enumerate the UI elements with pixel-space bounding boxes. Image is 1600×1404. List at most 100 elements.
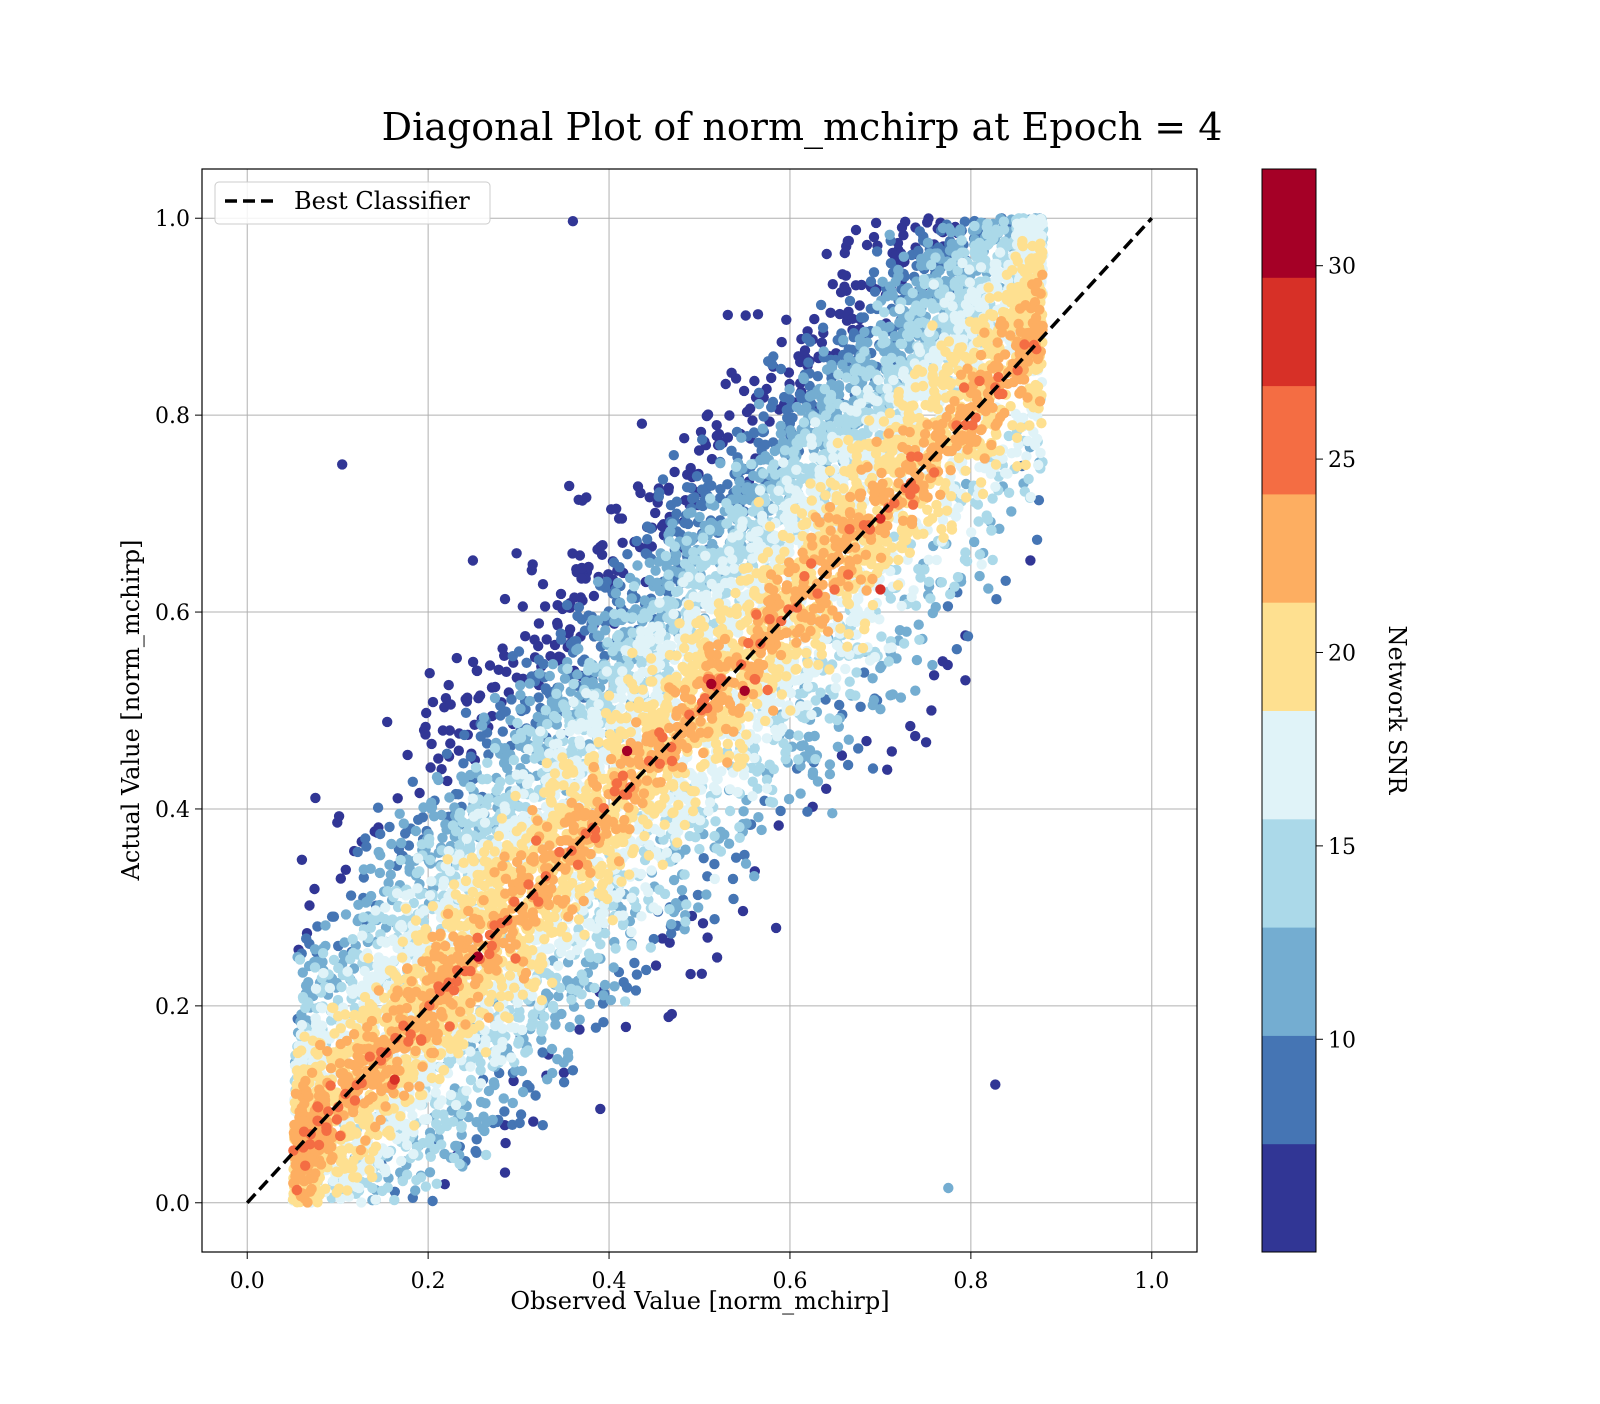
data-point bbox=[862, 240, 872, 250]
data-point bbox=[652, 905, 662, 915]
data-point bbox=[683, 519, 693, 529]
data-point bbox=[525, 696, 535, 706]
data-point bbox=[602, 666, 612, 676]
data-point bbox=[781, 315, 791, 325]
data-point bbox=[914, 620, 924, 630]
data-point bbox=[878, 331, 888, 341]
data-point bbox=[448, 820, 458, 830]
data-point bbox=[382, 717, 392, 727]
data-point bbox=[762, 733, 772, 743]
data-point bbox=[792, 402, 802, 412]
data-point bbox=[577, 495, 587, 505]
data-point bbox=[621, 1022, 631, 1032]
data-point bbox=[506, 1052, 516, 1062]
data-point bbox=[697, 969, 707, 979]
data-point bbox=[589, 983, 599, 993]
data-point bbox=[929, 279, 939, 289]
data-point bbox=[843, 760, 853, 770]
data-point bbox=[702, 411, 712, 421]
data-point bbox=[411, 826, 421, 836]
data-point bbox=[428, 697, 438, 707]
data-point bbox=[642, 534, 652, 544]
data-point bbox=[572, 611, 582, 621]
data-point bbox=[834, 700, 844, 710]
data-point bbox=[446, 699, 456, 709]
data-point bbox=[442, 749, 452, 759]
data-point bbox=[620, 612, 630, 622]
data-point bbox=[515, 1012, 525, 1022]
data-point bbox=[699, 853, 709, 863]
data-point bbox=[626, 927, 636, 937]
data-point bbox=[508, 1098, 518, 1108]
data-point bbox=[828, 279, 838, 289]
data-point bbox=[712, 420, 722, 430]
data-point bbox=[563, 1048, 573, 1058]
data-point bbox=[844, 236, 854, 246]
data-point bbox=[756, 825, 766, 835]
data-point bbox=[845, 689, 855, 699]
data-point bbox=[386, 839, 396, 849]
data-point bbox=[741, 859, 751, 869]
data-point bbox=[538, 1120, 548, 1130]
data-point bbox=[964, 264, 974, 274]
data-point bbox=[661, 551, 671, 561]
data-point bbox=[724, 410, 734, 420]
data-point bbox=[710, 874, 720, 884]
data-point bbox=[755, 485, 765, 495]
data-point bbox=[426, 1152, 436, 1162]
data-point bbox=[622, 982, 632, 992]
data-point bbox=[611, 588, 621, 598]
data-point bbox=[425, 668, 435, 678]
data-point bbox=[679, 433, 689, 443]
data-point bbox=[515, 680, 525, 690]
data-point bbox=[451, 1141, 461, 1151]
data-point bbox=[589, 690, 599, 700]
data-point bbox=[722, 518, 732, 528]
data-point bbox=[960, 675, 970, 685]
data-point bbox=[882, 765, 892, 775]
data-point bbox=[795, 788, 805, 798]
data-point bbox=[897, 339, 907, 349]
data-point bbox=[438, 725, 448, 735]
data-point bbox=[762, 783, 772, 793]
data-point bbox=[437, 833, 447, 843]
data-point bbox=[405, 889, 415, 899]
data-point bbox=[501, 667, 511, 677]
data-point bbox=[556, 729, 566, 739]
data-point bbox=[568, 697, 578, 707]
data-point bbox=[833, 742, 843, 752]
data-point bbox=[698, 918, 708, 928]
data-point bbox=[358, 912, 368, 922]
data-point bbox=[637, 419, 647, 429]
data-point bbox=[606, 995, 616, 1005]
data-point bbox=[768, 797, 778, 807]
data-point bbox=[370, 905, 380, 915]
data-point bbox=[690, 832, 700, 842]
data-point bbox=[429, 811, 439, 821]
data-point bbox=[567, 548, 577, 558]
data-point bbox=[297, 855, 307, 865]
data-point bbox=[297, 1020, 307, 1030]
data-point bbox=[663, 1012, 673, 1022]
data-point bbox=[1000, 468, 1010, 478]
data-point bbox=[645, 558, 655, 568]
data-point bbox=[568, 1065, 578, 1075]
data-point bbox=[758, 411, 768, 421]
data-point bbox=[885, 230, 895, 240]
data-point bbox=[327, 912, 337, 922]
data-point bbox=[301, 933, 311, 943]
data-point bbox=[452, 653, 462, 663]
data-point bbox=[855, 702, 865, 712]
data-point bbox=[749, 376, 759, 386]
data-point bbox=[471, 762, 481, 772]
data-point bbox=[702, 932, 712, 942]
data-point bbox=[421, 1181, 431, 1191]
data-point bbox=[560, 703, 570, 713]
data-point bbox=[752, 766, 762, 776]
data-point bbox=[701, 889, 711, 899]
data-point bbox=[706, 480, 716, 490]
data-point bbox=[320, 920, 330, 930]
data-point bbox=[389, 1195, 399, 1205]
data-point bbox=[733, 787, 743, 797]
data-point bbox=[871, 218, 881, 228]
